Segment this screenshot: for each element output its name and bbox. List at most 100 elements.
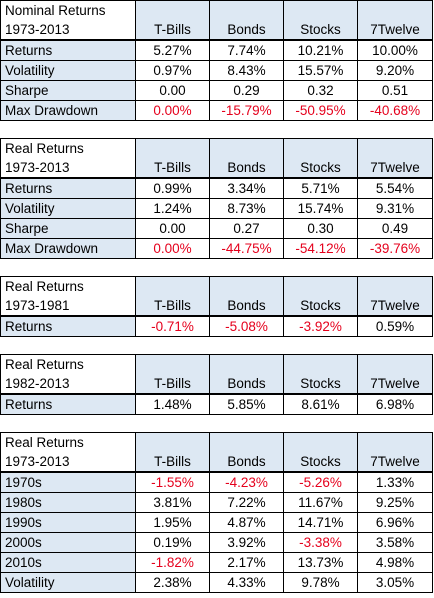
table-cell: 0.29 xyxy=(209,80,284,101)
table-cell: -44.75% xyxy=(209,238,284,259)
table-row: 2010s -1.82% 2.17% 13.73% 4.98% xyxy=(0,552,433,573)
row-label: 1980s xyxy=(0,492,136,513)
table-title-row: Real Returns xyxy=(0,276,433,296)
returns-table-1: Nominal Returns 1973-2013 T-Bills Bonds Stoc… xyxy=(0,0,433,121)
table-period: 1973-2013 xyxy=(0,452,136,473)
table-row: Volatility 1.24% 8.73% 15.74% 9.31% xyxy=(0,198,433,219)
table-cell: 5.27% xyxy=(135,39,210,61)
table-title-row: Real Returns xyxy=(0,138,433,158)
table-cell: 0.00% xyxy=(135,100,210,121)
column-header-spacer xyxy=(135,354,210,374)
column-header: T-Bills xyxy=(135,374,210,395)
table-period: 1973-2013 xyxy=(0,158,136,179)
table-row: Sharpe 0.00 0.29 0.32 0.51 xyxy=(0,80,433,101)
table-row: Returns -0.71% -5.08% -3.92% 0.59% xyxy=(0,315,433,337)
returns-table-2: Real Returns 1973-2013 T-Bills Bonds Stocks 7… xyxy=(0,138,433,259)
table-title: Real Returns xyxy=(0,432,136,452)
row-label: Volatility xyxy=(0,198,136,219)
row-label: Max Drawdown xyxy=(0,100,136,121)
table-cell: 8.61% xyxy=(283,393,358,415)
row-label: Volatility xyxy=(0,572,136,593)
column-header-spacer xyxy=(357,138,433,158)
table-cell: -4.23% xyxy=(209,471,284,493)
row-label: Max Drawdown xyxy=(0,238,136,259)
table-period: 1973-1981 xyxy=(0,296,136,317)
table-title: Real Returns xyxy=(0,354,136,374)
column-header-spacer xyxy=(283,138,358,158)
column-header-spacer xyxy=(135,138,210,158)
table-cell: 10.21% xyxy=(283,39,358,61)
column-header: 7Twelve xyxy=(357,452,433,473)
column-header: Bonds xyxy=(209,296,284,317)
returns-table-4: Real Returns 1982-2013 T-Bills Bonds Stocks 7… xyxy=(0,354,433,415)
row-label: 2010s xyxy=(0,552,136,573)
column-header: Stocks xyxy=(283,20,358,41)
table-cell: -5.26% xyxy=(283,471,358,493)
column-header: Bonds xyxy=(209,374,284,395)
table-title: Nominal Returns xyxy=(0,0,136,20)
table-cell: -3.38% xyxy=(283,532,358,553)
row-label: Returns xyxy=(0,393,136,415)
table-cell: -1.82% xyxy=(135,552,210,573)
table-cell: 4.98% xyxy=(357,552,433,573)
table-cell: 0.19% xyxy=(135,532,210,553)
column-header-spacer xyxy=(135,276,210,296)
table-cell: 9.31% xyxy=(357,198,433,219)
table-cell: 15.57% xyxy=(283,60,358,81)
table-cell: 0.27 xyxy=(209,218,284,239)
table-header-row: 1973-2013 T-Bills Bonds Stocks 7Twelve xyxy=(0,452,433,473)
table-cell: 0.32 xyxy=(283,80,358,101)
table-cell: 4.87% xyxy=(209,512,284,533)
table-row: 1970s -1.55% -4.23% -5.26% 1.33% xyxy=(0,471,433,493)
table-title-row: Real Returns xyxy=(0,432,433,452)
row-label: Sharpe xyxy=(0,218,136,239)
table-cell: 8.73% xyxy=(209,198,284,219)
column-header-spacer xyxy=(135,0,210,20)
column-header-spacer xyxy=(283,354,358,374)
table-header-row: 1973-1981 T-Bills Bonds Stocks 7Twelve xyxy=(0,296,433,317)
table-cell: 14.71% xyxy=(283,512,358,533)
table-cell: 2.17% xyxy=(209,552,284,573)
table-cell: 5.71% xyxy=(283,177,358,199)
table-cell: -1.55% xyxy=(135,471,210,493)
column-header: T-Bills xyxy=(135,296,210,317)
table-cell: 0.30 xyxy=(283,218,358,239)
table-cell: -54.12% xyxy=(283,238,358,259)
table-cell: 1.24% xyxy=(135,198,210,219)
table-cell: 9.78% xyxy=(283,572,358,593)
table-cell: -39.76% xyxy=(357,238,433,259)
table-cell: 3.05% xyxy=(357,572,433,593)
table-title: Real Returns xyxy=(0,138,136,158)
table-cell: -0.71% xyxy=(135,315,210,337)
table-cell: 10.00% xyxy=(357,39,433,61)
column-header-spacer xyxy=(283,432,358,452)
table-row: 2000s 0.19% 3.92% -3.38% 3.58% xyxy=(0,532,433,553)
table-cell: 9.20% xyxy=(357,60,433,81)
column-header-spacer xyxy=(357,0,433,20)
table-cell: -3.92% xyxy=(283,315,358,337)
table-title: Real Returns xyxy=(0,276,136,296)
column-header-spacer xyxy=(209,354,284,374)
column-header: 7Twelve xyxy=(357,20,433,41)
table-cell: 5.85% xyxy=(209,393,284,415)
table-row: Volatility 2.38% 4.33% 9.78% 3.05% xyxy=(0,572,433,593)
table-cell: 0.51 xyxy=(357,80,433,101)
column-header-spacer xyxy=(357,354,433,374)
table-cell: -40.68% xyxy=(357,100,433,121)
column-header: Bonds xyxy=(209,452,284,473)
row-label: 1970s xyxy=(0,471,136,493)
table-row: Max Drawdown 0.00% -44.75% -54.12% -39.76% xyxy=(0,238,433,259)
table-header-row: 1982-2013 T-Bills Bonds Stocks 7Twelve xyxy=(0,374,433,395)
table-cell: 5.54% xyxy=(357,177,433,199)
column-header: Stocks xyxy=(283,296,358,317)
row-label: 2000s xyxy=(0,532,136,553)
column-header: Stocks xyxy=(283,158,358,179)
table-cell: 3.34% xyxy=(209,177,284,199)
table-header-row: 1973-2013 T-Bills Bonds Stocks 7Twelve xyxy=(0,158,433,179)
table-cell: -15.79% xyxy=(209,100,284,121)
table-cell: 7.22% xyxy=(209,492,284,513)
column-header-spacer xyxy=(283,0,358,20)
table-cell: -5.08% xyxy=(209,315,284,337)
column-header: 7Twelve xyxy=(357,374,433,395)
table-cell: 3.92% xyxy=(209,532,284,553)
